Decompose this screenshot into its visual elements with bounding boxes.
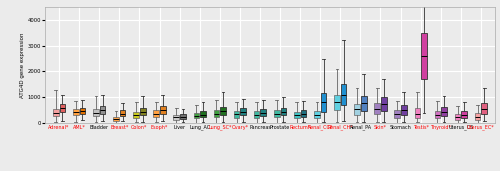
- PathPatch shape: [442, 107, 447, 116]
- PathPatch shape: [240, 108, 246, 115]
- PathPatch shape: [134, 112, 139, 118]
- PathPatch shape: [434, 111, 440, 118]
- PathPatch shape: [421, 33, 427, 79]
- PathPatch shape: [300, 110, 306, 117]
- PathPatch shape: [60, 104, 65, 112]
- PathPatch shape: [260, 109, 266, 116]
- PathPatch shape: [361, 96, 366, 111]
- PathPatch shape: [454, 114, 460, 120]
- PathPatch shape: [174, 115, 179, 120]
- PathPatch shape: [374, 103, 380, 114]
- PathPatch shape: [254, 111, 260, 118]
- PathPatch shape: [341, 84, 346, 105]
- PathPatch shape: [320, 93, 326, 112]
- PathPatch shape: [482, 103, 487, 114]
- PathPatch shape: [180, 114, 186, 119]
- PathPatch shape: [93, 109, 98, 116]
- PathPatch shape: [120, 110, 126, 116]
- PathPatch shape: [220, 107, 226, 115]
- PathPatch shape: [462, 111, 467, 118]
- PathPatch shape: [194, 113, 199, 119]
- PathPatch shape: [414, 108, 420, 119]
- PathPatch shape: [381, 97, 386, 111]
- PathPatch shape: [280, 108, 286, 115]
- PathPatch shape: [113, 117, 119, 121]
- PathPatch shape: [53, 109, 59, 116]
- PathPatch shape: [100, 106, 105, 114]
- PathPatch shape: [80, 108, 86, 114]
- PathPatch shape: [73, 109, 78, 115]
- PathPatch shape: [214, 110, 220, 117]
- PathPatch shape: [200, 111, 206, 117]
- PathPatch shape: [274, 110, 280, 117]
- PathPatch shape: [160, 106, 166, 114]
- PathPatch shape: [294, 112, 300, 118]
- PathPatch shape: [314, 111, 320, 119]
- PathPatch shape: [394, 110, 400, 118]
- PathPatch shape: [154, 110, 159, 117]
- PathPatch shape: [475, 113, 480, 120]
- PathPatch shape: [140, 108, 145, 115]
- PathPatch shape: [401, 105, 406, 115]
- PathPatch shape: [334, 95, 340, 110]
- PathPatch shape: [234, 111, 239, 118]
- Y-axis label: ATG4D gene expression: ATG4D gene expression: [20, 32, 24, 98]
- PathPatch shape: [354, 104, 360, 115]
